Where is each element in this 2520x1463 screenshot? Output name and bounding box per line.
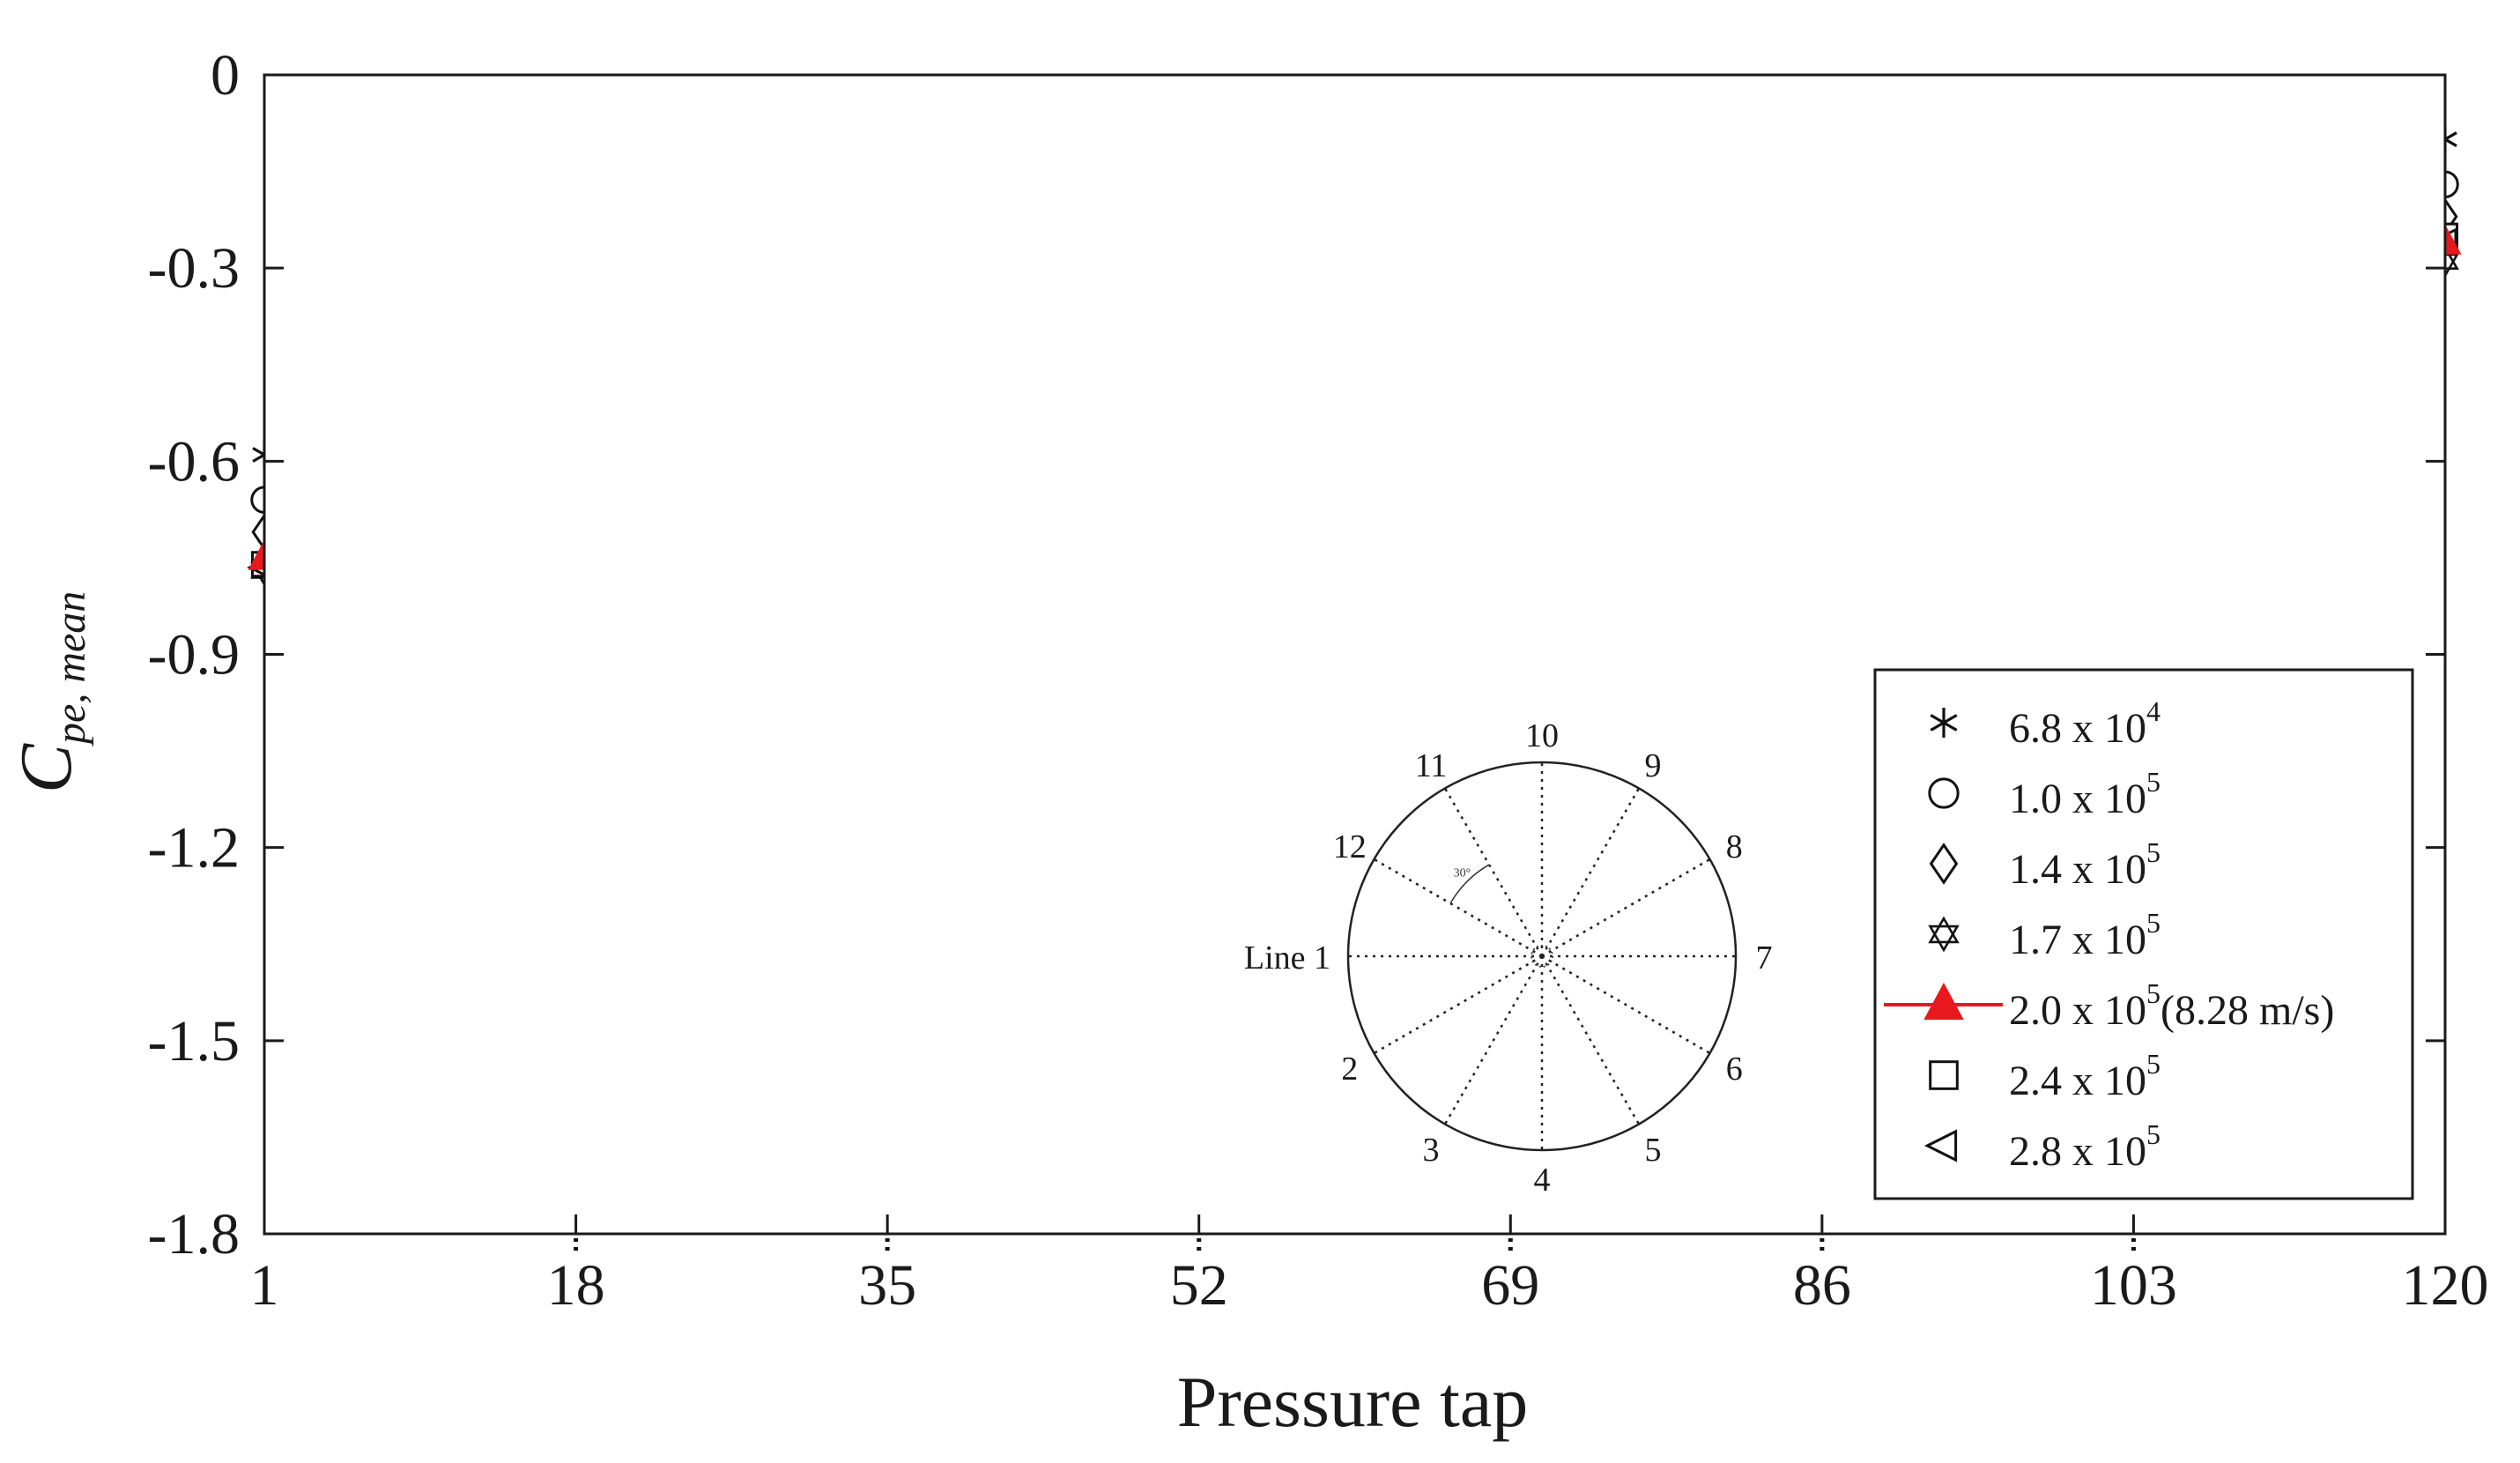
legend-label: 6.8 x 104 <box>2009 695 2161 752</box>
inset-radial-line <box>1541 954 1711 1055</box>
legend-box <box>1873 668 2414 1200</box>
y-tick-label: -0.3 <box>148 236 240 301</box>
legend-entry: 2.0 x 105(8.28 m/s) <box>1884 977 2334 1034</box>
inset-angle-arc <box>1449 864 1490 904</box>
inset-circle <box>1346 761 1738 1152</box>
x-tick-label: 103 <box>2090 1253 2177 1318</box>
svg-text:Cpe, mean: Cpe, mean <box>5 591 94 793</box>
legend-marker <box>1930 708 1958 738</box>
inset-label: 10 <box>1525 717 1559 754</box>
legend-entry: 1.0 x 105 <box>1928 766 2161 822</box>
y-tick-label: -1.8 <box>148 1202 240 1266</box>
inset-radial-line <box>1541 858 1711 958</box>
x-tick-label: 1 <box>250 1253 279 1318</box>
legend-entry: 6.8 x 104 <box>1930 695 2161 752</box>
legend-label: 2.4 x 105 <box>2009 1048 2161 1104</box>
legend-label: 1.0 x 105 <box>2009 766 2161 822</box>
y-tick-label: -1.5 <box>148 1009 240 1073</box>
inset-label: 2 <box>1341 1051 1358 1088</box>
legend-marker <box>1928 916 1960 953</box>
inset-hub <box>1531 945 1553 968</box>
inset-radial-line <box>1443 955 1544 1125</box>
legend-marker <box>1928 777 1960 809</box>
legend-entry: 2.4 x 105 <box>1929 1048 2161 1104</box>
legend-label: 1.4 x 105 <box>2009 836 2161 893</box>
legend-marker <box>1923 1129 1958 1162</box>
inset-label: 12 <box>1333 828 1367 865</box>
legend-marker <box>1929 1060 1959 1090</box>
inset-radial-line <box>1373 954 1543 1055</box>
legend-label: 1.7 x 105 <box>2009 907 2161 963</box>
y-tick-label: 0 <box>211 43 240 108</box>
inset-label: 7 <box>1756 939 1773 977</box>
y-axis-title: Cpe, mean <box>5 591 94 793</box>
x-tick-label: 52 <box>1170 1253 1228 1318</box>
x-tick-label: 120 <box>2402 1253 2489 1318</box>
legend-marker <box>1923 982 1964 1020</box>
inset-label: 3 <box>1423 1132 1440 1169</box>
x-tick-label: 18 <box>547 1253 605 1318</box>
inset-label: 5 <box>1645 1132 1662 1169</box>
y-axis-title-sub: pe, mean <box>48 591 94 746</box>
inset-label: 9 <box>1645 747 1662 784</box>
y-tick-label: -1.2 <box>148 816 240 880</box>
inset-radial-line <box>1373 858 1543 958</box>
legend-label: 2.8 x 105 <box>2009 1118 2161 1175</box>
legend-marker <box>1929 843 1959 885</box>
inset-label: 8 <box>1726 828 1743 865</box>
inset-label: 4 <box>1534 1162 1551 1199</box>
y-tick-label: -0.9 <box>148 623 240 687</box>
inset-label: Line 1 <box>1244 939 1330 977</box>
legend-entry: 1.7 x 105 <box>1928 907 2161 963</box>
x-axis-title: Pressure tap <box>1177 1362 1529 1442</box>
inset-background <box>1242 701 1736 1194</box>
legend-label: 2.0 x 105(8.28 m/s) <box>2009 977 2334 1034</box>
inset-radial-line <box>1443 787 1544 957</box>
y-axis-title-main: C <box>5 743 87 793</box>
legend-entry: 1.4 x 105 <box>1929 836 2161 893</box>
inset-radial-line <box>1540 787 1641 957</box>
x-tick-label: 35 <box>858 1253 916 1318</box>
legend-entry: 2.8 x 105 <box>1923 1118 2161 1175</box>
x-tick-label: 69 <box>1481 1253 1539 1318</box>
inset-radial-line <box>1540 955 1641 1125</box>
inset-angle-label: 30° <box>1454 866 1471 880</box>
x-tick-label: 86 <box>1793 1253 1851 1318</box>
inset-label: 6 <box>1726 1051 1743 1088</box>
inset-label: 11 <box>1415 747 1448 784</box>
y-tick-label: -0.6 <box>148 429 240 494</box>
